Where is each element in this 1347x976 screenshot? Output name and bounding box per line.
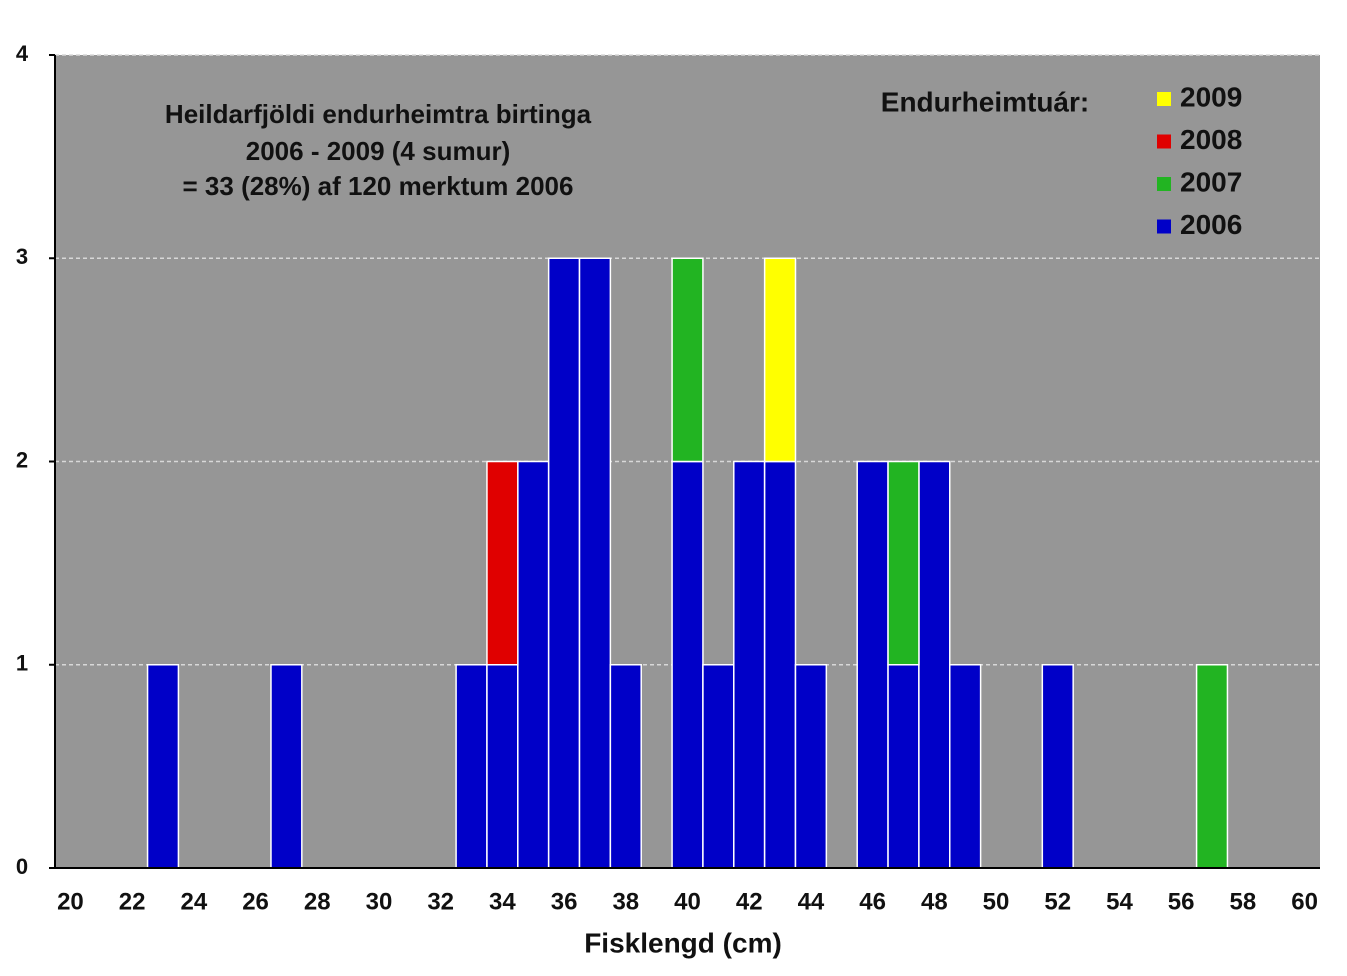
x-tick-label: 58 — [1230, 888, 1257, 915]
annotation: 2006 - 2009 (4 sumur) — [246, 136, 510, 166]
bar — [455, 664, 488, 869]
bar — [547, 257, 581, 869]
legend-label: 2007 — [1180, 166, 1242, 197]
bar — [702, 664, 735, 869]
legend-label: 2009 — [1180, 81, 1242, 112]
bar — [918, 460, 951, 869]
bar — [671, 460, 704, 869]
x-tick-label: 44 — [798, 888, 825, 915]
annotation: = 33 (28%) af 120 merktum 2006 — [183, 171, 574, 201]
bar — [146, 664, 180, 869]
legend-label: 2008 — [1180, 124, 1242, 155]
bar — [949, 664, 982, 869]
x-tick-label: 60 — [1291, 888, 1318, 915]
x-tick-label: 52 — [1044, 888, 1071, 915]
x-tick-label: 22 — [119, 888, 146, 915]
x-tick-label: 24 — [180, 888, 207, 915]
bar — [486, 664, 519, 869]
legend-swatch — [1157, 177, 1171, 191]
x-tick-label: 26 — [242, 888, 269, 915]
bar — [1041, 664, 1074, 869]
x-tick-label: 46 — [859, 888, 886, 915]
bar — [609, 664, 642, 869]
x-tick-label: 56 — [1168, 888, 1195, 915]
y-tick-label: 0 — [16, 854, 28, 879]
y-tick-label: 2 — [16, 447, 28, 472]
x-axis-title: Fisklengd (cm) — [584, 927, 782, 958]
bar — [578, 257, 612, 869]
annotation: Heildarfjöldi endurheimtra birtinga — [165, 99, 592, 129]
legend-swatch — [1157, 219, 1171, 234]
x-tick-label: 48 — [921, 888, 948, 915]
bar — [856, 460, 889, 869]
bar — [887, 460, 920, 666]
bar — [270, 664, 303, 869]
bar — [733, 460, 766, 869]
bar — [887, 664, 920, 869]
legend-swatch — [1157, 134, 1171, 149]
legend-swatch — [1157, 92, 1171, 106]
legend-label: 2006 — [1180, 209, 1242, 240]
x-tick-label: 32 — [427, 888, 454, 915]
bar — [486, 460, 519, 666]
x-tick-label: 38 — [612, 888, 639, 915]
bar — [763, 257, 797, 463]
y-tick-label: 4 — [16, 41, 29, 66]
y-tick-label: 1 — [16, 651, 28, 676]
bar — [763, 460, 797, 869]
x-tick-label: 40 — [674, 888, 701, 915]
x-tick-label: 34 — [489, 888, 516, 915]
legend-title: Endurheimtuár: — [881, 86, 1089, 117]
x-tick-label: 30 — [366, 888, 393, 915]
x-tick-label: 36 — [551, 888, 578, 915]
x-tick-label: 54 — [1106, 888, 1133, 915]
x-tick-label: 28 — [304, 888, 331, 915]
x-tick-label: 50 — [983, 888, 1010, 915]
x-tick-label: 42 — [736, 888, 763, 915]
y-tick-label: 3 — [16, 244, 28, 269]
bar — [671, 257, 704, 463]
bar — [794, 664, 828, 869]
x-tick-label: 20 — [57, 888, 84, 915]
bar — [1195, 664, 1229, 869]
bars — [146, 257, 1229, 869]
bar — [517, 460, 550, 869]
